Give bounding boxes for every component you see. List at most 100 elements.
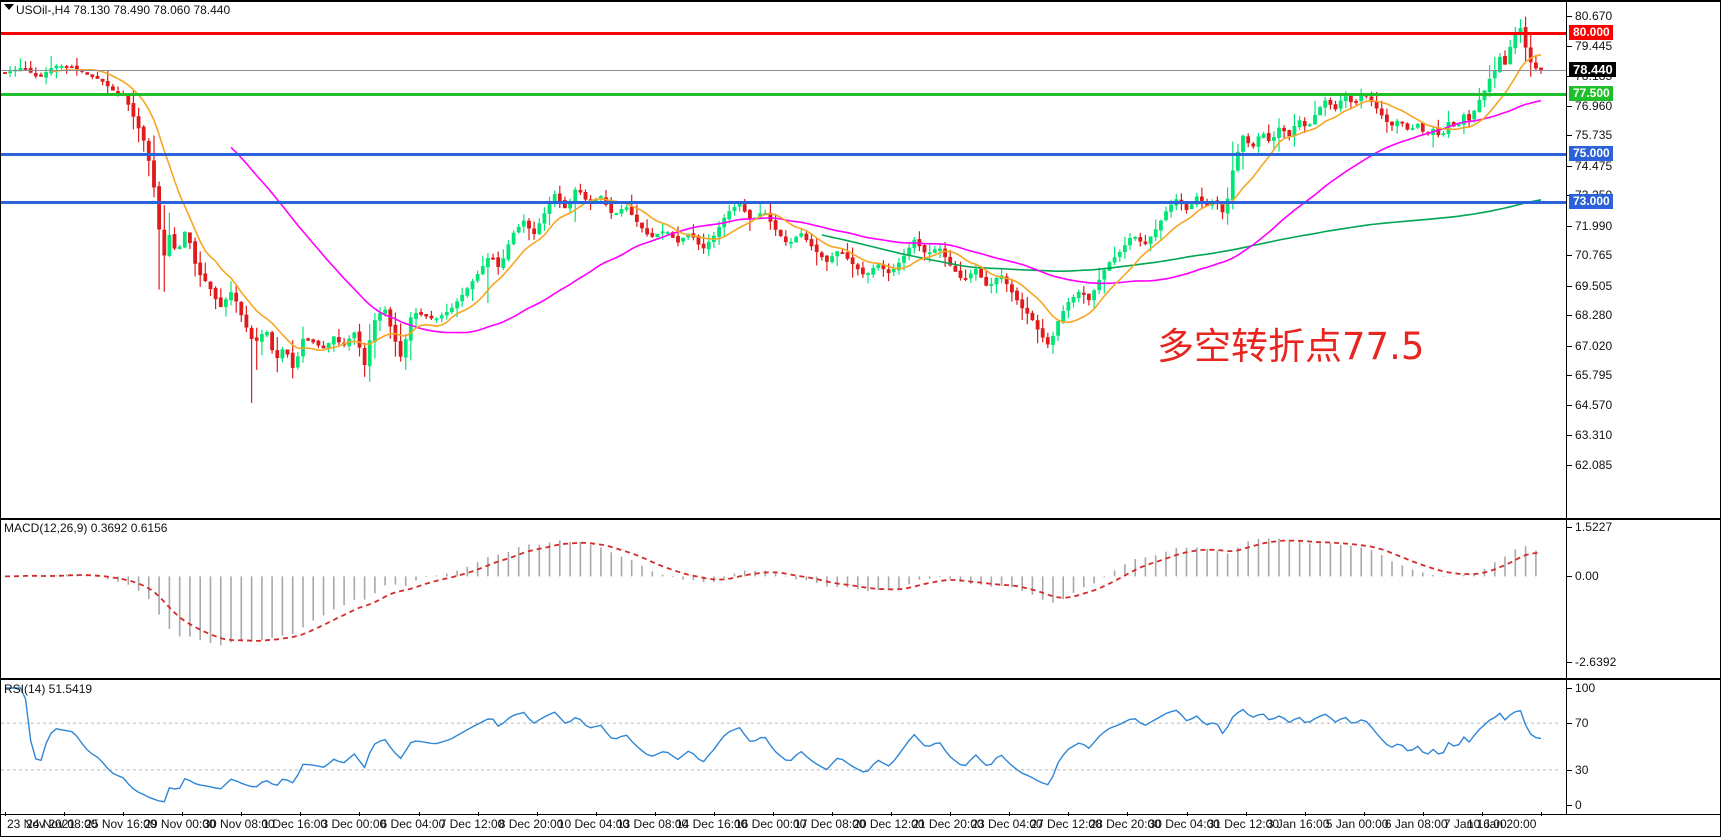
price-level-badge[interactable]: 75.000 [1569,145,1613,161]
time-tick-label: 31 Dec 12:00 [1207,817,1279,831]
price-tick-mark [1567,345,1572,347]
price-header-text: USOil-,H4 78.130 78.490 78.060 78.440 [16,3,231,17]
price-tick-mark [1567,45,1572,47]
rsi-panel-header: RSI(14) 51.5419 [4,682,92,696]
time-tick-mark [1363,812,1365,816]
time-tick-label: 6 Jan 08:00 [1384,817,1448,831]
time-tick-mark [1245,812,1247,816]
price-level-badge[interactable]: 77.500 [1569,85,1613,101]
time-tick-mark [5,812,6,816]
time-tick-mark [595,812,597,816]
price-tick-label: 67.020 [1575,338,1613,353]
price-tick-label: 74.475 [1575,158,1613,173]
time-tick-label: 23 Dec 04:00 [971,817,1043,831]
time-tick-mark [64,812,66,816]
time-tick-label: 5 Jan 00:00 [1325,817,1389,831]
time-tick-label: 17 Dec 08:00 [794,817,866,831]
time-tick-mark [241,812,243,816]
rsi-tick-mark [1567,723,1572,725]
macd-signal-line [5,539,1541,642]
price-level-badge[interactable]: 73.000 [1569,194,1613,210]
price-scale-axis [1566,2,1567,814]
panel-divider-1 [0,518,1721,519]
time-tick-mark [1541,812,1542,816]
time-tick-label: 8 Dec 20:00 [498,817,564,831]
time-tick-label: 27 Dec 12:00 [1030,817,1102,831]
macd-panel-header: MACD(12,26,9) 0.3692 0.6156 [4,521,167,535]
macd-tick-label: 1.5227 [1575,520,1613,534]
time-tick-label: 1 Dec 16:00 [262,817,328,831]
price-tick-mark [1567,285,1572,287]
rsi-panel[interactable] [1,681,1566,814]
price-level-badge[interactable]: 80.000 [1569,25,1613,41]
price-scale[interactable]: 80.67079.44578.18576.96075.73574.47573.2… [1567,0,1721,814]
price-tick-label: 69.505 [1575,278,1613,293]
price-tick-label: 65.795 [1575,368,1613,383]
time-tick-mark [536,812,538,816]
time-axis[interactable]: 23 Nov 2021 24 Nov 08:00 25 Nov 16:00 29 No… [1,812,1566,836]
time-tick-mark [950,812,952,816]
time-tick-mark [1186,812,1188,816]
ma-mid-line [230,99,1542,334]
time-tick-mark [1127,812,1129,816]
rsi-plot [1,687,1561,803]
time-tick-mark [477,812,479,816]
time-tick-label: 21 Dec 20:00 [912,817,984,831]
current-price-line [1,69,1566,71]
rsi-tick-label: 70 [1575,716,1589,731]
macd-tick-mark [1567,527,1572,528]
time-tick-label: 20 Dec 12:00 [853,817,925,831]
time-tick-label: 14 Dec 16:00 [675,817,748,831]
time-tick-label: 3 Dec 00:00 [321,817,387,831]
annotation-text: 多空转折点77.5 [1157,325,1425,368]
rsi-line [5,687,1542,803]
price-tick-label: 80.670 [1575,9,1613,23]
macd-tick-label: 0.00 [1575,569,1599,584]
time-tick-label: 7 Dec 12:00 [439,817,505,831]
macd-panel[interactable] [1,520,1566,677]
level-line-73 [1,201,1566,205]
panel-divider-5 [0,814,1721,815]
macd-histogram [14,538,1537,646]
price-tick-mark [1567,435,1572,437]
rsi-tick-label: 100 [1575,681,1596,695]
level-line-80 [1,32,1566,36]
rsi-tick-label: 30 [1575,762,1589,777]
price-tick-label: 71.990 [1575,218,1613,233]
panel-divider-2 [0,519,1721,520]
price-tick-label: 76.960 [1575,98,1613,113]
macd-tick-label: -2.6392 [1575,655,1617,669]
macd-header-text: MACD(12,26,9) 0.3692 0.6156 [4,521,168,535]
time-tick-label: 13 Dec 08:00 [616,817,689,831]
time-tick-mark [418,812,420,816]
rsi-header-text: RSI(14) 51.5419 [4,682,93,696]
time-tick-mark [182,812,184,816]
time-tick-label: 25 Nov 16:00 [85,817,157,831]
time-tick-label: 23 Nov 2021 [7,817,76,831]
triangle-down-icon[interactable] [4,4,14,10]
current-price-badge[interactable]: 78.440 [1569,61,1616,77]
price-tick-mark [1567,135,1572,137]
time-tick-label: 30 Nov 08:00 [203,817,275,831]
level-line-77-5 [1,92,1566,96]
time-tick-mark [832,812,834,816]
time-tick-mark [654,812,656,816]
rsi-tick-label: 0 [1575,798,1582,812]
price-tick-label: 62.085 [1575,458,1613,472]
price-tick-label: 64.570 [1575,397,1613,412]
time-tick-mark [300,812,302,816]
time-tick-label: 24 Nov 08:00 [26,817,98,831]
time-tick-mark [1304,812,1306,816]
time-tick-label: 10 Dec 04:00 [557,817,630,831]
rsi-tick-mark [1567,769,1572,771]
time-tick-mark [123,812,125,816]
time-tick-mark [1068,812,1070,816]
price-panel[interactable] [1,2,1566,518]
price-tick-label: 79.445 [1575,38,1613,53]
price-plot [3,16,1543,403]
price-tick-mark [1567,465,1572,466]
time-tick-label: 28 Dec 20:00 [1089,817,1161,831]
time-tick-mark [1009,812,1011,816]
price-tick-label: 75.735 [1575,128,1613,143]
